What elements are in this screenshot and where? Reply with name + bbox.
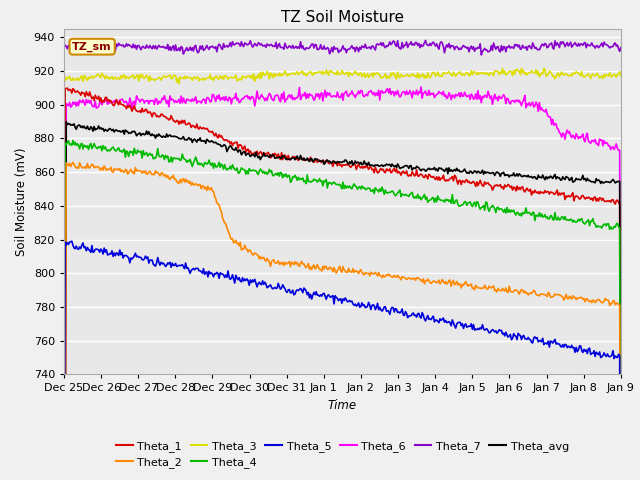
- Theta_5: [329, 293, 337, 299]
- Theta_5: [393, 306, 401, 312]
- Theta_3: [606, 70, 614, 76]
- Line: Theta_4: Theta_4: [64, 141, 621, 480]
- Theta_3: [60, 75, 68, 81]
- Line: Theta_2: Theta_2: [64, 162, 621, 480]
- Theta_5: [605, 353, 612, 359]
- Theta_4: [518, 213, 525, 219]
- Theta_6: [605, 143, 612, 149]
- Theta_7: [519, 42, 527, 48]
- Theta_6: [518, 103, 525, 108]
- Theta_5: [362, 304, 370, 310]
- Theta_1: [362, 163, 370, 168]
- X-axis label: Time: Time: [328, 399, 357, 412]
- Theta_4: [326, 180, 333, 186]
- Theta_6: [362, 93, 369, 98]
- Theta_3: [393, 76, 401, 82]
- Theta_2: [69, 159, 77, 165]
- Theta_avg: [329, 158, 337, 164]
- Theta_7: [362, 41, 369, 47]
- Theta_2: [326, 264, 333, 270]
- Line: Theta_5: Theta_5: [64, 241, 621, 480]
- Theta_4: [329, 180, 337, 186]
- Theta_4: [69, 138, 77, 144]
- Theta_7: [606, 45, 614, 51]
- Line: Theta_7: Theta_7: [64, 40, 621, 55]
- Theta_avg: [362, 160, 370, 166]
- Theta_3: [617, 73, 625, 79]
- Theta_3: [519, 70, 527, 75]
- Y-axis label: Soil Moisture (mV): Soil Moisture (mV): [15, 147, 28, 256]
- Theta_1: [63, 85, 71, 91]
- Theta_6: [328, 94, 335, 100]
- Line: Theta_6: Theta_6: [64, 87, 621, 480]
- Theta_3: [329, 70, 337, 76]
- Theta_4: [605, 221, 612, 227]
- Theta_1: [326, 161, 333, 167]
- Theta_7: [617, 45, 625, 50]
- Theta_3: [518, 65, 525, 71]
- Line: Theta_3: Theta_3: [64, 68, 621, 84]
- Theta_6: [324, 92, 332, 98]
- Title: TZ Soil Moisture: TZ Soil Moisture: [281, 10, 404, 25]
- Theta_6: [417, 84, 425, 90]
- Theta_7: [392, 42, 399, 48]
- Theta_4: [393, 192, 401, 198]
- Theta_avg: [326, 158, 333, 164]
- Line: Theta_1: Theta_1: [64, 88, 621, 480]
- Theta_1: [605, 198, 612, 204]
- Theta_2: [518, 287, 525, 292]
- Theta_7: [324, 46, 332, 51]
- Theta_avg: [605, 179, 612, 185]
- Line: Theta_avg: Theta_avg: [64, 122, 621, 480]
- Theta_6: [392, 89, 399, 95]
- Theta_3: [326, 68, 333, 73]
- Theta_1: [329, 164, 337, 169]
- Theta_7: [60, 40, 68, 46]
- Theta_1: [518, 184, 525, 190]
- Theta_avg: [393, 165, 401, 170]
- Theta_2: [605, 298, 612, 303]
- Theta_5: [518, 336, 525, 342]
- Text: TZ_sm: TZ_sm: [72, 42, 112, 52]
- Theta_2: [329, 269, 337, 275]
- Theta_3: [362, 72, 370, 78]
- Theta_1: [393, 166, 401, 172]
- Theta_7: [477, 52, 485, 58]
- Theta_avg: [62, 119, 70, 125]
- Theta_2: [362, 271, 370, 276]
- Theta_5: [326, 293, 333, 299]
- Theta_3: [175, 81, 183, 86]
- Theta_2: [393, 275, 401, 280]
- Theta_7: [328, 45, 335, 50]
- Theta_7: [422, 37, 429, 43]
- Theta_5: [68, 238, 76, 244]
- Theta_4: [362, 187, 370, 192]
- Legend: Theta_1, Theta_2, Theta_3, Theta_4, Theta_5, Theta_6, Theta_7, Theta_avg: Theta_1, Theta_2, Theta_3, Theta_4, Thet…: [111, 436, 573, 472]
- Theta_avg: [518, 174, 525, 180]
